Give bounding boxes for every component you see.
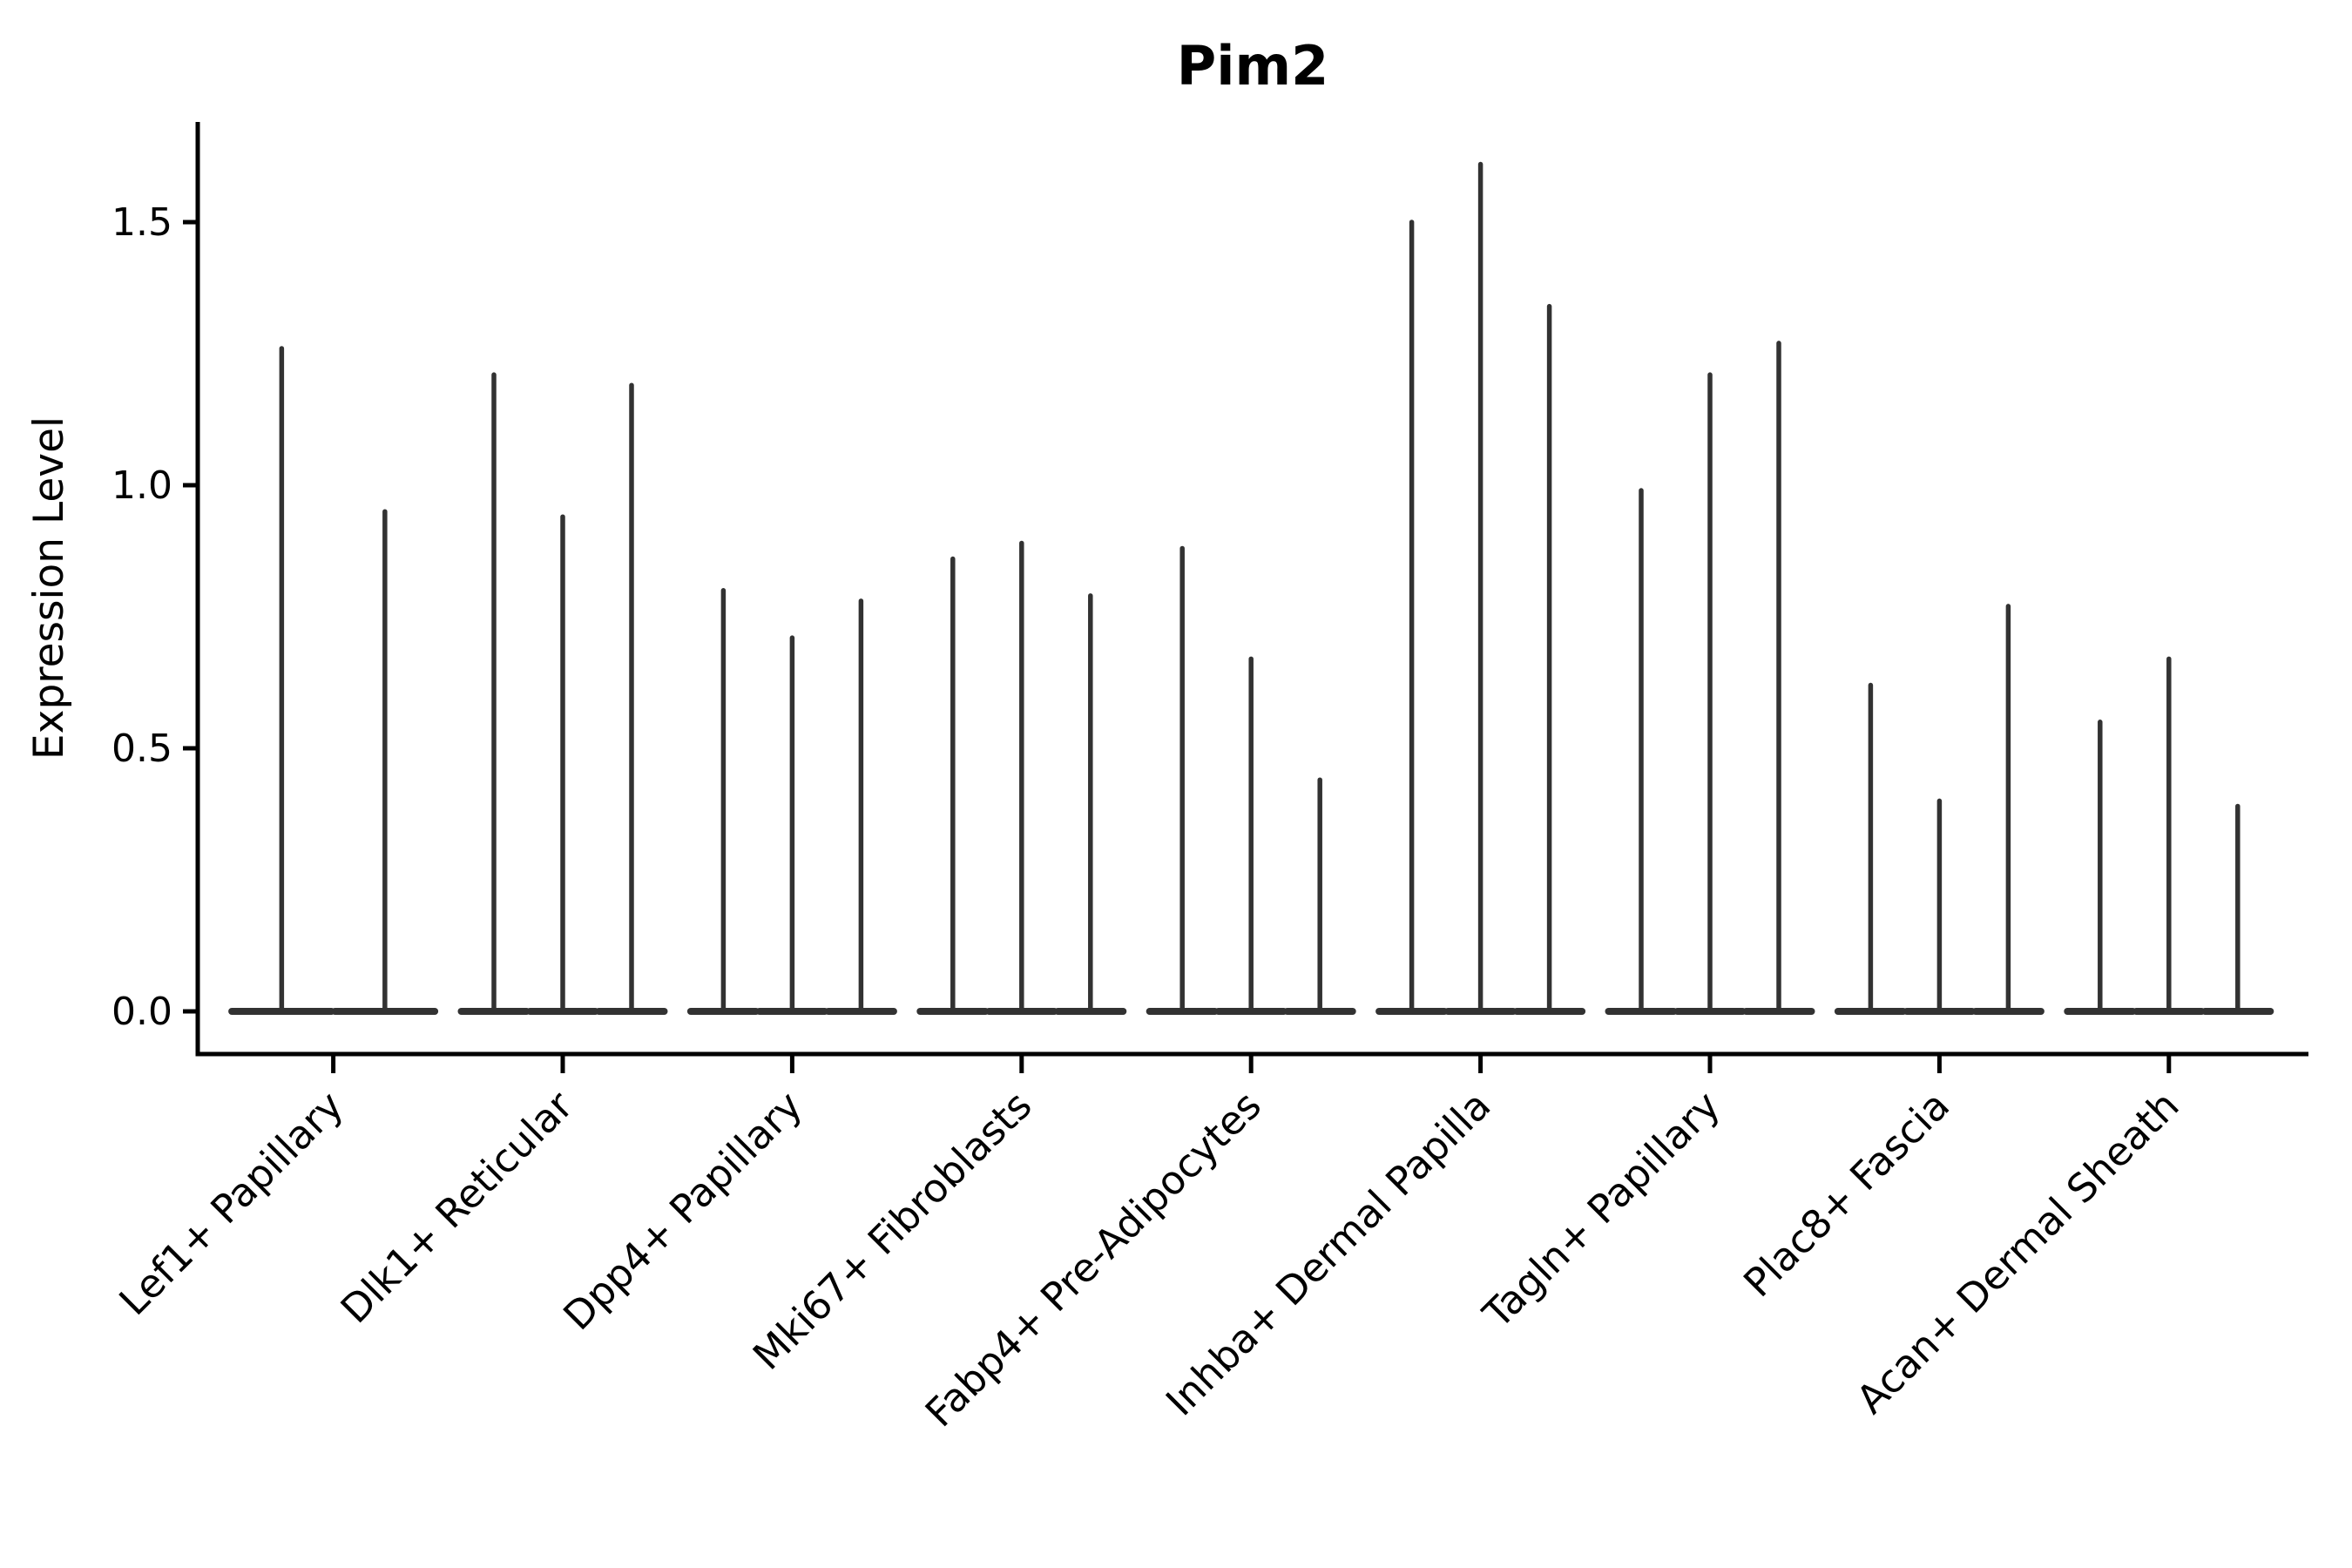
- chart-title: Pim2: [1177, 34, 1328, 98]
- x-tick-label: Tagln+ Papillary: [1474, 1082, 1729, 1337]
- y-tick-label: 0.0: [112, 990, 172, 1034]
- violins-layer: [228, 161, 2274, 1015]
- y-tick-label: 1.5: [112, 200, 172, 245]
- x-tick-label: Dlk1+ Reticular: [332, 1082, 582, 1332]
- y-axis-label: Expression Level: [25, 416, 73, 760]
- y-tick-label: 1.0: [112, 463, 172, 508]
- x-tick-label: Dpp4+ Papillary: [554, 1082, 811, 1339]
- y-tick-label: 0.5: [112, 727, 172, 771]
- x-tick-label: Lef1+ Papillary: [111, 1082, 353, 1324]
- x-tick-label: Plac8+ Fascia: [1734, 1082, 1958, 1306]
